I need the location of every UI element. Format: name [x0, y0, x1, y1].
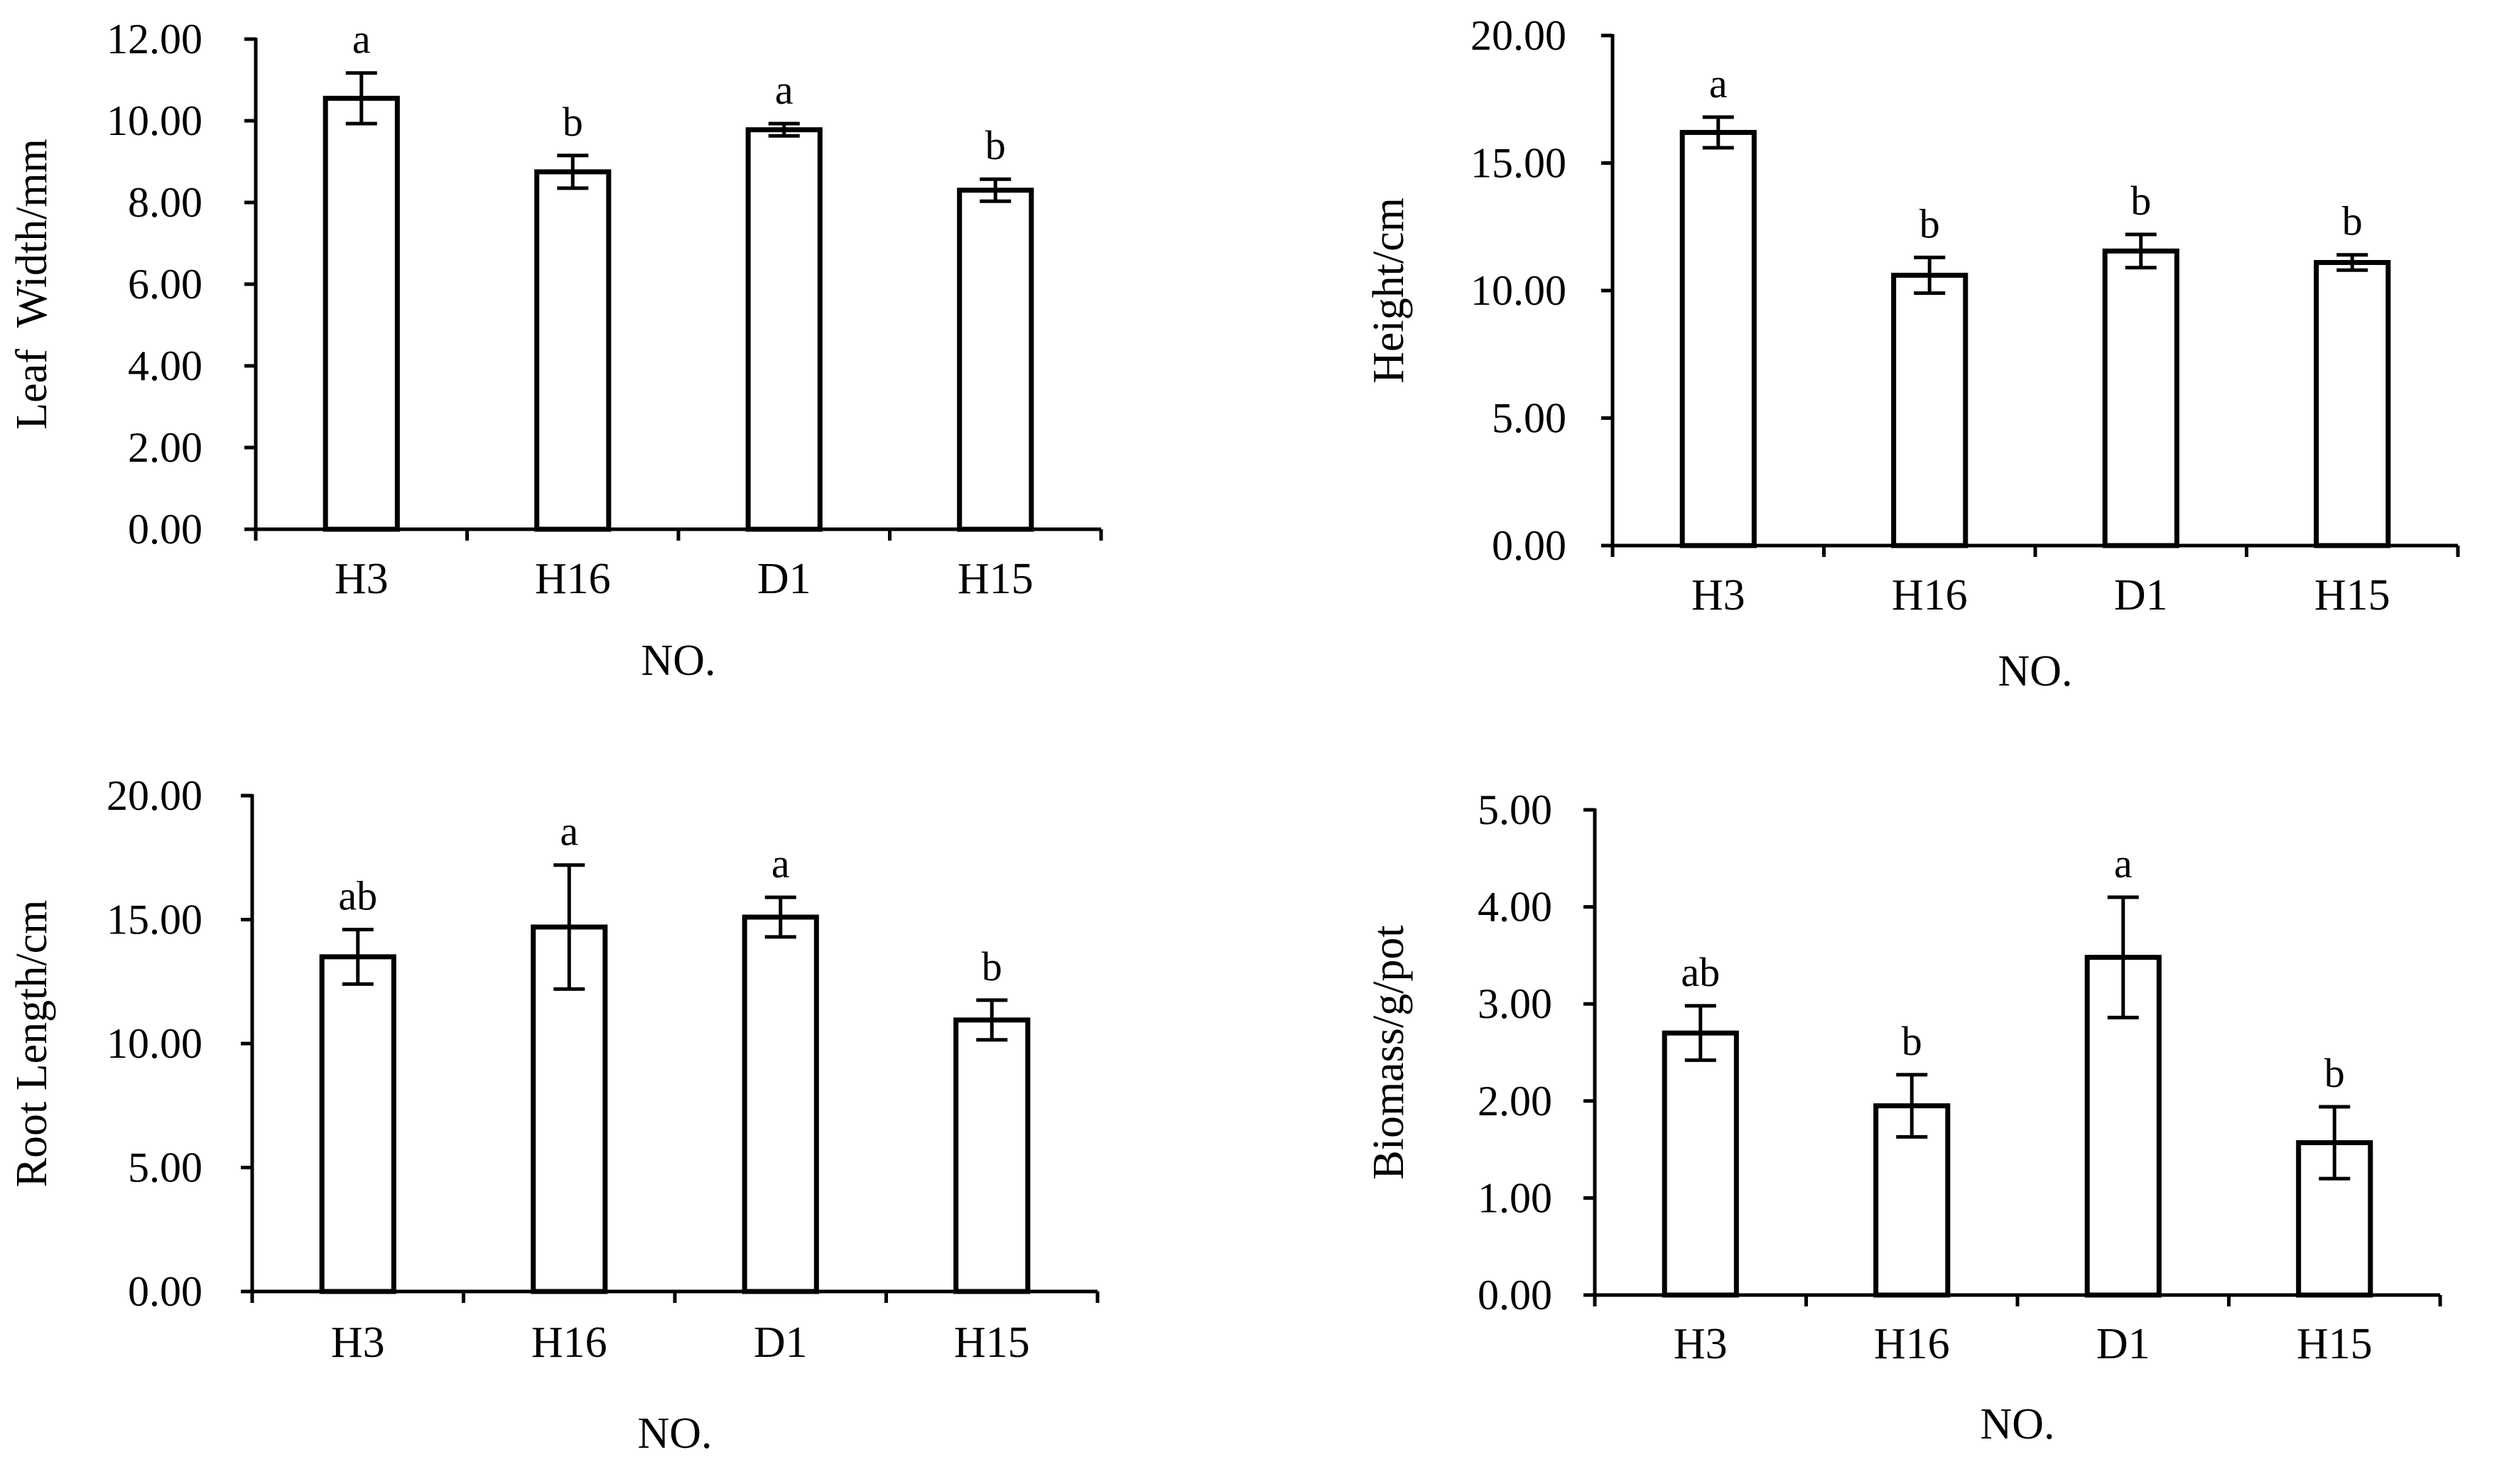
x-axis-title: NO. [637, 1409, 712, 1458]
y-tick-label: 5.00 [128, 1144, 202, 1191]
category-label: H16 [531, 1318, 607, 1367]
x-axis-title: NO. [1998, 647, 2072, 695]
y-tick-label: 5.00 [1478, 786, 1552, 833]
significance-label: b [563, 99, 583, 145]
significance-label: ab [338, 872, 377, 919]
chart-3: 0.00 5.00 10.00 15.00 20.00 ab H3 a H16 a D1 b H15 NO… [8, 772, 1100, 1458]
y-tick-label: 8.00 [128, 179, 202, 226]
y-tick-label: 20.00 [1470, 12, 1566, 59]
category-label: D1 [757, 555, 811, 603]
bar-h15 [953, 1017, 1031, 1294]
y-tick-label: 0.00 [128, 1268, 202, 1315]
bar-h16 [534, 169, 612, 532]
significance-label: b [2342, 198, 2363, 244]
y-axis-title: Root Length/cm [8, 900, 56, 1188]
significance-label: a [352, 16, 371, 63]
y-tick-label: 6.00 [128, 261, 202, 308]
x-axis-title: NO. [641, 637, 715, 685]
y-tick-label: 2.00 [1478, 1078, 1552, 1125]
y-tick-label: 1.00 [1478, 1174, 1552, 1221]
y-tick-label: 4.00 [128, 342, 202, 389]
category-label: D1 [2096, 1320, 2150, 1368]
y-axis-title: Height/cm [1365, 197, 1413, 384]
category-label: H15 [2297, 1320, 2373, 1368]
y-axis-title: Biomass/g/pot [1365, 925, 1413, 1179]
significance-label: a [775, 67, 793, 113]
significance-label: b [1919, 200, 1940, 247]
category-label: H15 [958, 555, 1034, 603]
significance-label: b [982, 943, 1002, 990]
bar-h15 [2314, 260, 2391, 548]
y-tick-label: 10.00 [107, 97, 202, 144]
significance-label: a [560, 808, 578, 855]
x-axis-title: NO. [1980, 1400, 2054, 1448]
significance-label: b [1902, 1018, 1922, 1064]
y-tick-label: 3.00 [1478, 980, 1552, 1027]
chart-1: 0.00 2.00 4.00 6.00 8.00 10.00 12.00 a H3 b H16 a D1… [8, 16, 1103, 685]
category-label: D1 [754, 1318, 808, 1367]
y-tick-label: 10.00 [1470, 267, 1566, 314]
bar-d1 [2102, 248, 2179, 548]
y-tick-label: 4.00 [1478, 884, 1552, 931]
bar-h3 [1679, 129, 1757, 548]
bar-d1 [745, 127, 823, 532]
category-label: H16 [535, 555, 611, 603]
significance-label: a [771, 840, 790, 887]
significance-label: a [2114, 840, 2133, 887]
category-label: H3 [1691, 571, 1745, 619]
category-label: H16 [1874, 1320, 1950, 1368]
significance-label: ab [1681, 949, 1720, 995]
significance-label: b [2130, 178, 2151, 224]
significance-label: b [985, 122, 1006, 168]
category-label: H15 [954, 1318, 1030, 1367]
category-label: H3 [335, 555, 389, 603]
chart-4: 0.00 1.00 2.00 3.00 4.00 5.00 ab H3 b H16 a D1 b H15 N… [1365, 786, 2442, 1448]
y-tick-label: 0.00 [1478, 1272, 1552, 1318]
y-tick-label: 12.00 [107, 16, 202, 63]
category-label: H3 [331, 1318, 385, 1367]
y-tick-label: 10.00 [107, 1020, 202, 1067]
bar-h16 [1891, 272, 1968, 548]
bar-h3 [323, 95, 400, 532]
significance-label: a [1709, 60, 1728, 107]
bar-h15 [957, 188, 1034, 532]
y-axis-title: Leaf Width/mm [8, 139, 56, 430]
y-tick-label: 20.00 [107, 772, 202, 819]
chart-2: 0.00 5.00 10.00 15.00 20.00 a H3 b H16 b D1 b H15 NO.… [1365, 12, 2460, 695]
significance-label: b [2324, 1050, 2345, 1096]
bar-d1 [742, 914, 819, 1294]
y-tick-label: 0.00 [1492, 522, 1566, 569]
category-label: H15 [2314, 571, 2390, 619]
bar-h3 [319, 954, 396, 1294]
bar-h3 [1662, 1030, 1739, 1298]
category-label: D1 [2114, 571, 2168, 619]
category-label: H3 [1674, 1320, 1728, 1368]
y-tick-label: 2.00 [128, 424, 202, 471]
category-label: H16 [1892, 571, 1968, 619]
y-tick-label: 5.00 [1492, 395, 1566, 442]
y-tick-label: 15.00 [107, 897, 202, 943]
y-tick-label: 0.00 [128, 506, 202, 553]
y-tick-label: 15.00 [1470, 140, 1566, 187]
